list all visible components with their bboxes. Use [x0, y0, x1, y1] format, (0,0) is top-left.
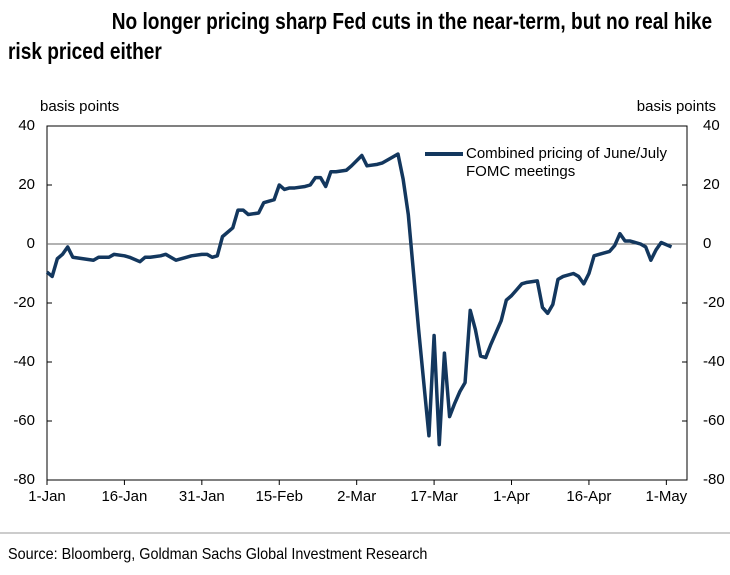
y-tick-label: 0 — [27, 235, 35, 252]
legend-label: Combined pricing of June/July FOMC meeti… — [466, 145, 667, 180]
y-tick-label: -40 — [13, 353, 35, 370]
x-tick-label: 1-Apr — [493, 488, 530, 505]
y2-tick-label: -80 — [703, 471, 725, 488]
y-tick-label: -20 — [13, 294, 35, 311]
x-tick-label: 2-Mar — [337, 488, 376, 505]
x-tick-label: 16-Jan — [101, 488, 147, 505]
y-axis-label: basis points — [40, 98, 119, 115]
y2-tick-label: -60 — [703, 412, 725, 429]
y2-tick-label: 40 — [703, 117, 720, 134]
y-tick-label: 20 — [18, 176, 35, 193]
y2-tick-label: 20 — [703, 176, 720, 193]
y-tick-label: -60 — [13, 412, 35, 429]
y-tick-label: -80 — [13, 471, 35, 488]
x-tick-label: 1-May — [646, 488, 688, 505]
x-tick-label: 16-Apr — [566, 488, 611, 505]
chart-title: No longer pricing sharp Fed cuts in the … — [8, 8, 713, 64]
y2-tick-label: 0 — [703, 235, 711, 252]
y-tick-label: 40 — [18, 117, 35, 134]
y2-tick-label: -20 — [703, 294, 725, 311]
x-tick-label: 31-Jan — [179, 488, 225, 505]
x-tick-label: 17-Mar — [410, 488, 458, 505]
y2-axis-label: basis points — [637, 98, 716, 115]
y2-tick-label: -40 — [703, 353, 725, 370]
x-tick-label: 15-Feb — [255, 488, 303, 505]
source: Source: Bloomberg, Goldman Sachs Global … — [8, 546, 428, 563]
data-line — [45, 152, 673, 447]
x-tick-label: 1-Jan — [28, 488, 66, 505]
